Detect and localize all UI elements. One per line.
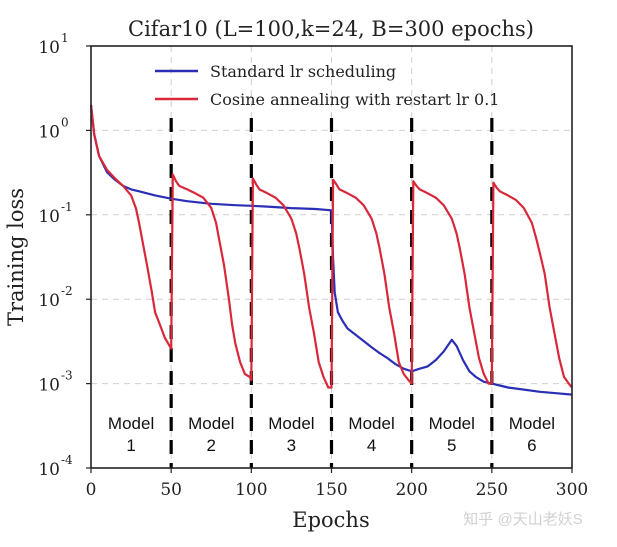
model-label: Model — [429, 414, 475, 433]
chart-title: Cifar10 (L=100,k=24, B=300 epochs) — [128, 17, 534, 41]
model-number: 4 — [367, 436, 376, 455]
x-tick-label: 0 — [86, 480, 97, 500]
x-axis-ticks: 0 50 100 150 200 250 300 — [86, 468, 588, 500]
y-tick-exponent: -2 — [61, 284, 73, 298]
model-number: 1 — [126, 436, 135, 455]
x-tick-label: 150 — [315, 480, 347, 500]
y-tick-label: 10 — [38, 122, 60, 142]
model-label: Model — [348, 414, 394, 433]
y-tick-exponent: -3 — [61, 369, 73, 383]
model-number: 2 — [207, 436, 216, 455]
watermark: 知乎 @天山老妖S — [463, 511, 582, 528]
standard-lr-series-line — [89, 104, 573, 396]
y-tick-exponent: 0 — [61, 115, 69, 129]
model-label: Model — [108, 414, 154, 433]
x-tick-label: 300 — [556, 480, 588, 500]
y-tick-exponent: 1 — [61, 31, 69, 45]
y-tick-label: 10 — [38, 460, 60, 480]
y-axis-label: Training loss — [4, 188, 28, 326]
model-label: Model — [188, 414, 234, 433]
y-tick-label: 10 — [38, 291, 60, 311]
y-tick-label: 10 — [38, 376, 60, 396]
cosine-annealing-series-line — [89, 104, 573, 389]
model-labels: Model 1 Model 2 Model 3 Model 4 Model 5 Model 6 — [108, 414, 555, 455]
model-number: 3 — [287, 436, 296, 455]
legend-label-cosine: Cosine annealing with restart lr 0.1 — [210, 90, 499, 109]
legend: Standard lr scheduling Cosine annealing w… — [155, 62, 499, 109]
model-label: Model — [268, 414, 314, 433]
model-label: Model — [509, 414, 555, 433]
model-number: 6 — [527, 436, 536, 455]
legend-label-standard: Standard lr scheduling — [210, 62, 396, 81]
x-tick-label: 100 — [235, 480, 267, 500]
series-lines — [89, 104, 573, 396]
y-tick-label: 10 — [38, 207, 60, 227]
x-tick-label: 50 — [160, 480, 182, 500]
y-tick-label: 10 — [38, 38, 60, 58]
x-axis-label: Epochs — [292, 508, 369, 532]
model-number: 5 — [447, 436, 456, 455]
y-tick-exponent: -1 — [61, 200, 73, 214]
y-tick-exponent: -4 — [61, 453, 73, 467]
x-tick-label: 200 — [395, 480, 427, 500]
x-tick-label: 250 — [476, 480, 508, 500]
